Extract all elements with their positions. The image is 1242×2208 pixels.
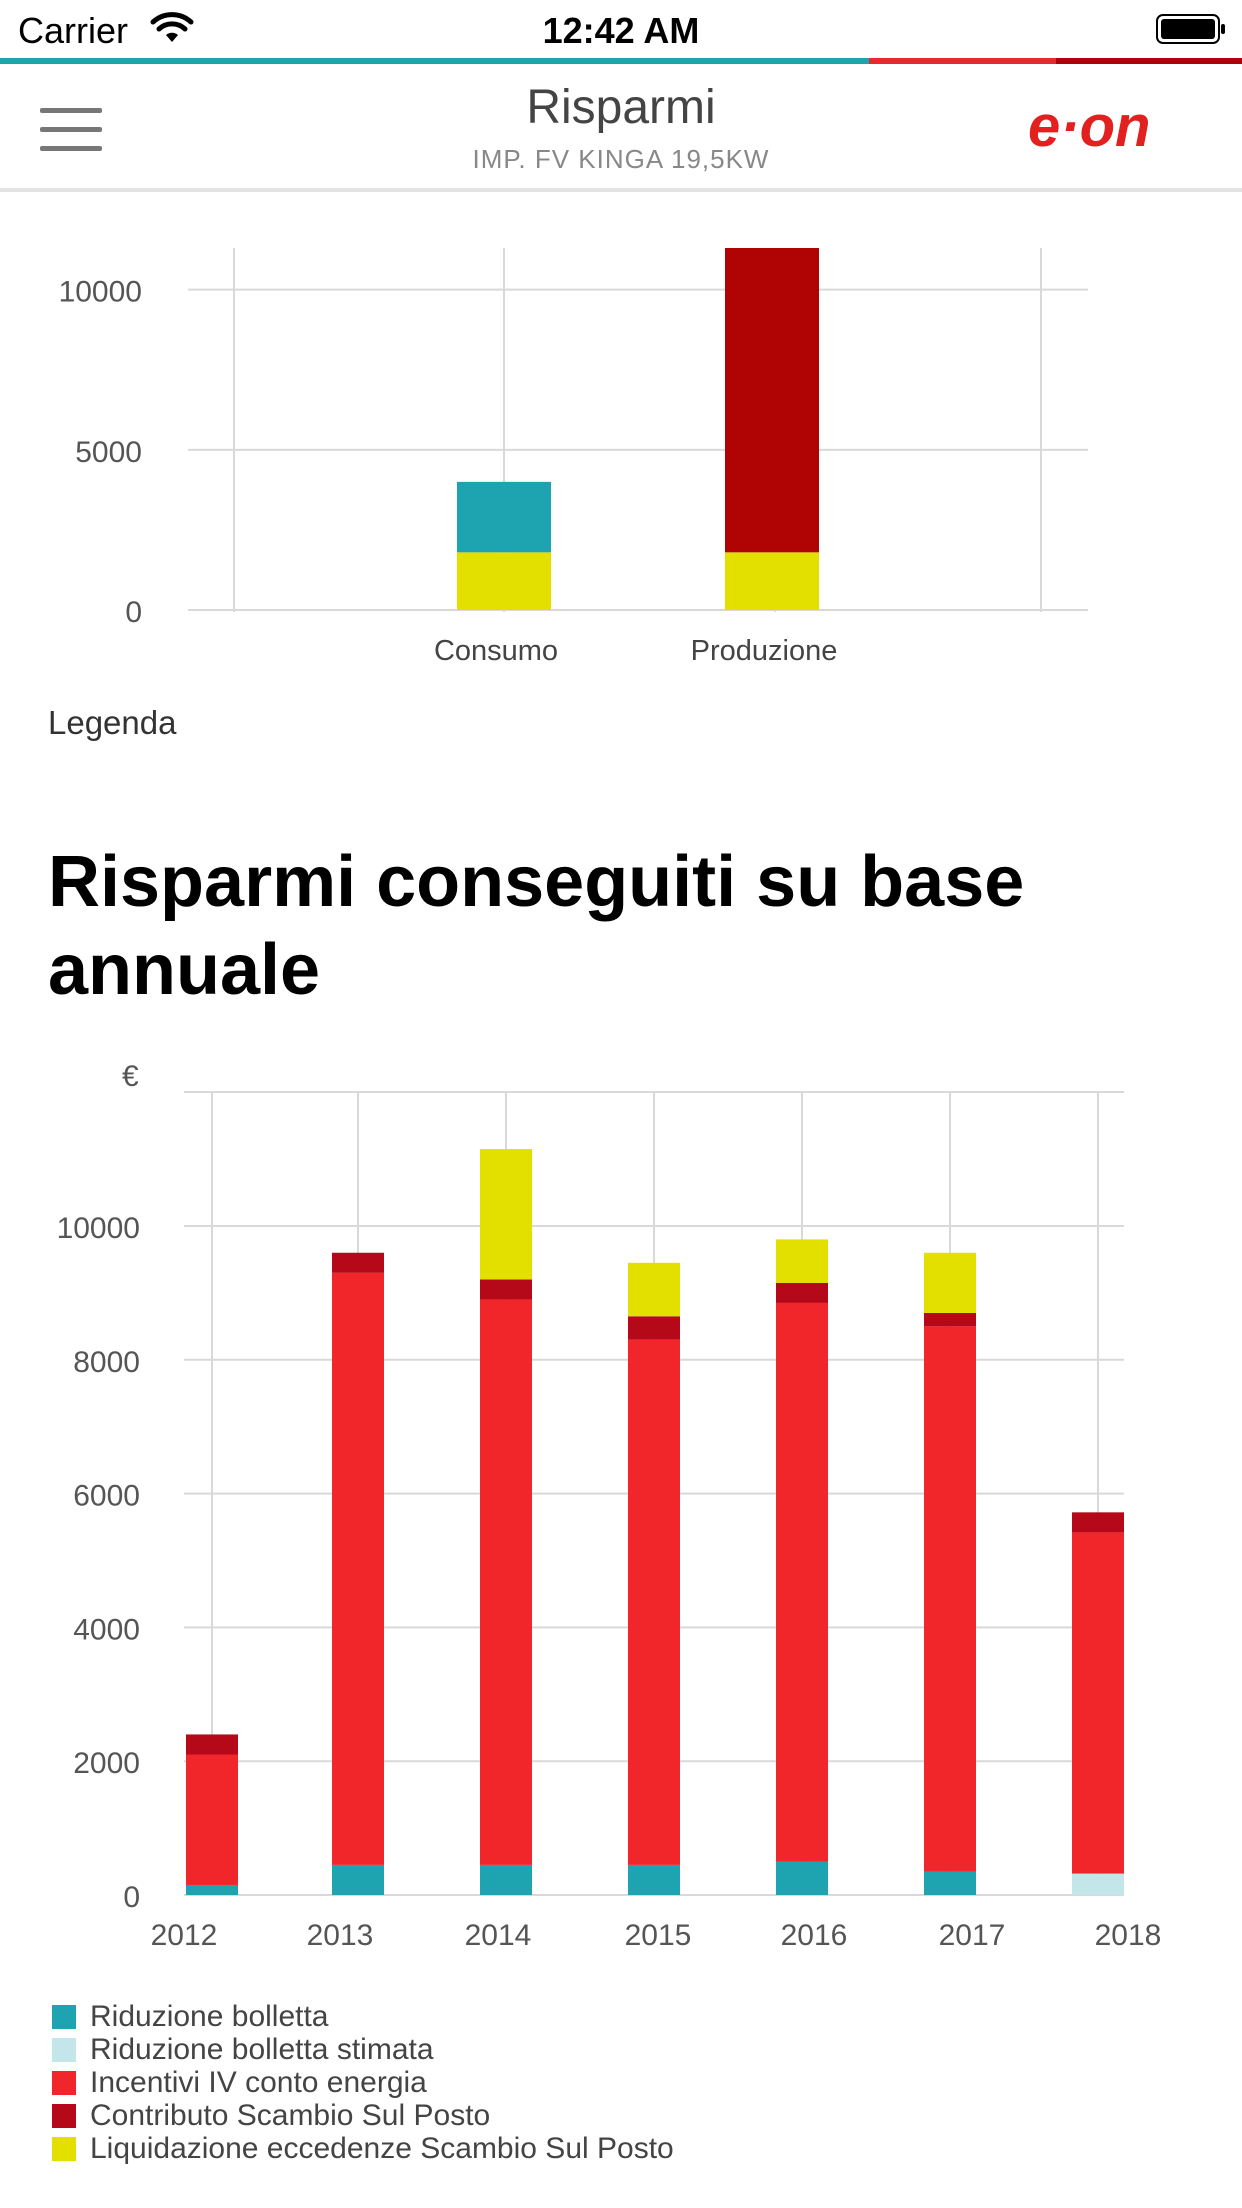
eon-logo-text: e·on [1028, 94, 1150, 159]
legend-swatch [52, 2037, 76, 2062]
bar-segment [332, 1864, 384, 1895]
bar-segment [332, 1272, 384, 1865]
bar-segment [332, 1252, 384, 1273]
bar-segment [480, 1279, 532, 1300]
eon-logo: e·on [1028, 94, 1150, 159]
y-tick-label: 10000 [59, 276, 142, 309]
section-title: Risparmi conseguiti su base annuale [48, 842, 1025, 1010]
bar-segment [628, 1316, 680, 1340]
legend-swatch [52, 2103, 76, 2128]
legend-swatch [52, 2070, 76, 2095]
progress-line [0, 58, 1242, 64]
y-tick-label: 0 [125, 596, 142, 629]
bar-segment [725, 248, 819, 553]
legend-label: Contributo Scambio Sul Posto [90, 2098, 491, 2132]
legend-label: Incentivi IV conto energia [90, 2065, 427, 2099]
bar-segment [480, 1864, 532, 1895]
legend-label: Riduzione bolletta [90, 1999, 329, 2033]
hamburger-menu-icon[interactable] [40, 108, 102, 152]
y-tick-label: 8000 [73, 1346, 140, 1379]
progress-segment [869, 58, 1056, 64]
bar-segment [924, 1871, 976, 1895]
annual-savings-chart: €0 2000 4000 6000 8000 10000 2012 2013 2014 2015 2… [57, 1060, 1162, 1952]
status-bar: Carrier 12:42 AM [0, 0, 1242, 58]
x-tick-label: 2014 [465, 1919, 532, 1952]
navigation-bar: Risparmi IMP. FV KINGA 19,5KW e·on [0, 64, 1242, 192]
bar-segment [480, 1299, 532, 1865]
bar-segment [924, 1252, 976, 1313]
consumption-production-chart: 0 5000 10000 Consumo Produzione [59, 248, 1088, 667]
x-tick-label: 2017 [939, 1919, 1006, 1952]
bar-segment [186, 1754, 238, 1885]
x-tick-label: Consumo [434, 635, 558, 667]
bar-segment [776, 1302, 828, 1862]
legend-item: Incentivi IV conto energia [52, 2066, 674, 2099]
page-subtitle: IMP. FV KINGA 19,5KW [472, 144, 770, 174]
bar-segment [924, 1326, 976, 1872]
legend-item: Liquidazione eccedenze Scambio Sul Posto [52, 2132, 674, 2165]
x-tick-label: 2018 [1095, 1919, 1162, 1952]
x-tick-label: 2012 [151, 1919, 218, 1952]
bar-segment [186, 1884, 238, 1895]
bar-segment [628, 1339, 680, 1865]
bar-segment [725, 552, 819, 610]
legend-swatch [52, 2004, 76, 2029]
y-tick-label: 6000 [73, 1480, 140, 1513]
bar-segment [457, 481, 551, 553]
legend-label: Riduzione bolletta stimata [90, 2032, 434, 2066]
bar-segment [457, 552, 551, 610]
bar-segment [186, 1734, 238, 1755]
bar-segment [1072, 1532, 1124, 1874]
bar-segment [1072, 1873, 1124, 1895]
progress-segment [0, 58, 869, 64]
page-title: Risparmi [526, 81, 716, 134]
y-tick-label: 0 [123, 1881, 140, 1914]
y-tick-label: 2000 [73, 1747, 140, 1780]
bar-segment [776, 1861, 828, 1895]
legend-swatch [52, 2136, 76, 2161]
legend-item: Riduzione bolletta [52, 2000, 674, 2033]
clock: 12:42 AM [542, 10, 700, 51]
bar-segment [628, 1864, 680, 1895]
bar-segment [628, 1262, 680, 1317]
y-tick-label: 10000 [57, 1212, 140, 1245]
bar-segment [1072, 1512, 1124, 1533]
y-unit-label: € [122, 1060, 139, 1093]
bar-segment [776, 1282, 828, 1303]
legend-item: Contributo Scambio Sul Posto [52, 2099, 674, 2132]
bar-segment [480, 1149, 532, 1280]
wifi-icon [150, 12, 194, 42]
battery-icon [1156, 14, 1225, 44]
chart-legend: Riduzione bolletta Riduzione bolletta sti… [52, 2000, 674, 2165]
legend-link[interactable]: Legenda [48, 704, 177, 741]
legend-item: Riduzione bolletta stimata [52, 2033, 674, 2066]
bar-segment [924, 1312, 976, 1327]
x-tick-label: Produzione [691, 635, 838, 667]
y-tick-label: 5000 [75, 436, 142, 469]
carrier-label: Carrier [18, 10, 129, 51]
progress-segment [1056, 58, 1242, 64]
x-tick-label: 2015 [625, 1919, 692, 1952]
bar-segment [776, 1239, 828, 1283]
x-tick-label: 2016 [781, 1919, 848, 1952]
x-tick-label: 2013 [307, 1919, 374, 1952]
legend-label: Liquidazione eccedenze Scambio Sul Posto [90, 2131, 674, 2165]
y-tick-label: 4000 [73, 1613, 140, 1646]
